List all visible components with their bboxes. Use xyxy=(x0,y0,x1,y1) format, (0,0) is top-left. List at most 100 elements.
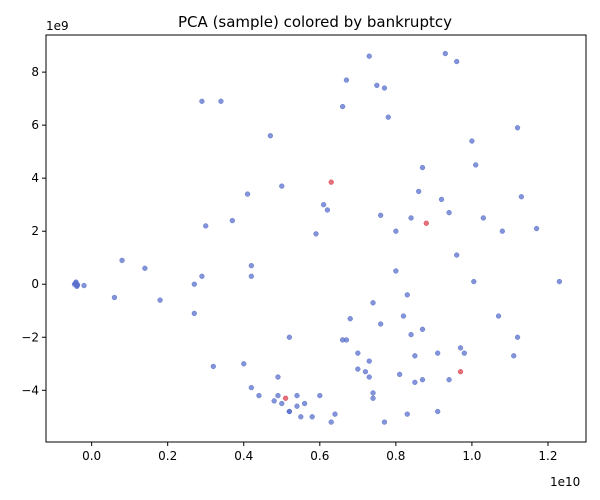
point-not-bankrupt xyxy=(347,316,353,322)
y-tick-label: 6 xyxy=(31,118,39,132)
point-not-bankrupt xyxy=(218,98,224,104)
point-not-bankrupt xyxy=(419,326,426,332)
point-not-bankrupt xyxy=(343,337,350,343)
point-not-bankrupt xyxy=(191,281,197,287)
point-bankrupt xyxy=(457,369,464,375)
x-axis: 0.0 0.2 0.4 0.6 0.8 1.0 1.2 xyxy=(82,442,558,463)
point-not-bankrupt xyxy=(412,353,418,359)
y-tick-label: 2 xyxy=(31,224,39,238)
point-not-bankrupt xyxy=(419,377,426,383)
point-not-bankrupt xyxy=(366,53,372,59)
point-not-bankrupt xyxy=(248,384,255,391)
point-not-bankrupt xyxy=(286,334,293,340)
point-not-bankrupt xyxy=(416,188,422,195)
point-not-bankrupt xyxy=(438,196,445,203)
point-not-bankrupt xyxy=(313,231,319,237)
point-not-bankrupt xyxy=(471,278,477,285)
point-not-bankrupt xyxy=(404,292,410,298)
point-not-bankrupt xyxy=(518,194,525,200)
point-not-bankrupt xyxy=(514,334,521,340)
point-not-bankrupt xyxy=(377,321,384,327)
point-not-bankrupt xyxy=(199,273,205,279)
point-not-bankrupt xyxy=(275,392,281,399)
point-not-bankrupt xyxy=(370,395,376,401)
point-not-bankrupt xyxy=(514,125,521,131)
x-tick-label: 1.2 xyxy=(538,449,557,463)
point-not-bankrupt xyxy=(229,217,235,224)
point-not-bankrupt xyxy=(393,228,399,234)
point-not-bankrupt xyxy=(442,50,448,57)
point-not-bankrupt xyxy=(142,265,148,271)
point-not-bankrupt xyxy=(400,313,407,319)
point-not-bankrupt xyxy=(248,263,255,269)
point-not-bankrupt xyxy=(454,58,460,65)
point-not-bankrupt xyxy=(339,103,346,110)
point-not-bankrupt xyxy=(366,374,372,380)
point-not-bankrupt xyxy=(71,281,78,287)
point-not-bankrupt xyxy=(317,392,323,399)
point-not-bankrupt xyxy=(495,313,502,319)
point-not-bankrupt xyxy=(111,294,118,301)
y-tick-label: −2 xyxy=(21,330,39,344)
point-not-bankrupt xyxy=(298,414,304,420)
point-not-bankrupt xyxy=(324,207,331,213)
point-not-bankrupt xyxy=(157,297,163,303)
y-offset-label: 1e9 xyxy=(46,19,69,33)
point-not-bankrupt xyxy=(332,411,338,417)
x-tick-label: 0.0 xyxy=(82,449,101,463)
point-not-bankrupt xyxy=(435,408,441,415)
point-not-bankrupt xyxy=(294,403,300,409)
point-not-bankrupt xyxy=(446,209,452,216)
point-not-bankrupt xyxy=(408,331,414,338)
x-tick-label: 0.2 xyxy=(158,449,177,463)
point-not-bankrupt xyxy=(203,223,209,229)
point-not-bankrupt xyxy=(366,358,372,364)
point-not-bankrupt xyxy=(385,114,391,120)
y-tick-label: −4 xyxy=(21,383,39,397)
point-not-bankrupt xyxy=(199,98,205,104)
point-not-bankrupt xyxy=(461,350,467,356)
point-not-bankrupt xyxy=(362,369,369,375)
plot-frame xyxy=(45,34,587,443)
point-not-bankrupt xyxy=(328,419,334,425)
point-bankrupt xyxy=(282,395,289,401)
point-not-bankrupt xyxy=(499,228,505,234)
y-tick-label: 8 xyxy=(31,65,39,79)
y-axis: −4 −2 0 2 4 6 8 xyxy=(21,65,46,397)
y-tick-label: 0 xyxy=(31,277,39,291)
x-offset-label: 1e10 xyxy=(550,475,580,489)
point-not-bankrupt xyxy=(454,252,460,258)
point-not-bankrupt xyxy=(355,350,361,356)
point-not-bankrupt xyxy=(404,411,410,417)
point-not-bankrupt xyxy=(279,400,285,407)
point-not-bankrupt xyxy=(408,215,414,221)
y-tick-label: 4 xyxy=(31,171,39,185)
point-not-bankrupt xyxy=(377,212,384,218)
point-not-bankrupt xyxy=(370,390,376,396)
point-not-bankrupt xyxy=(457,345,464,351)
point-not-bankrupt xyxy=(256,392,262,399)
point-not-bankrupt xyxy=(355,366,361,372)
point-not-bankrupt xyxy=(511,353,517,359)
point-not-bankrupt xyxy=(556,278,563,285)
x-tick-label: 0.8 xyxy=(386,449,405,463)
point-not-bankrupt xyxy=(241,361,247,367)
points-layer xyxy=(71,50,563,425)
point-not-bankrupt xyxy=(210,363,216,370)
point-not-bankrupt xyxy=(267,133,274,139)
point-not-bankrupt xyxy=(435,350,441,356)
point-not-bankrupt xyxy=(320,202,327,208)
point-not-bankrupt xyxy=(343,77,350,83)
point-not-bankrupt xyxy=(309,414,315,420)
point-not-bankrupt xyxy=(244,191,251,197)
point-bankrupt xyxy=(328,179,334,185)
point-not-bankrupt xyxy=(370,300,376,306)
point-not-bankrupt xyxy=(446,377,452,383)
point-not-bankrupt xyxy=(412,379,418,385)
point-not-bankrupt xyxy=(119,257,125,264)
x-tick-label: 0.4 xyxy=(234,449,253,463)
point-bankrupt xyxy=(423,220,429,226)
point-not-bankrupt xyxy=(381,419,388,425)
chart-title: PCA (sample) colored by bankruptcy xyxy=(178,13,452,31)
